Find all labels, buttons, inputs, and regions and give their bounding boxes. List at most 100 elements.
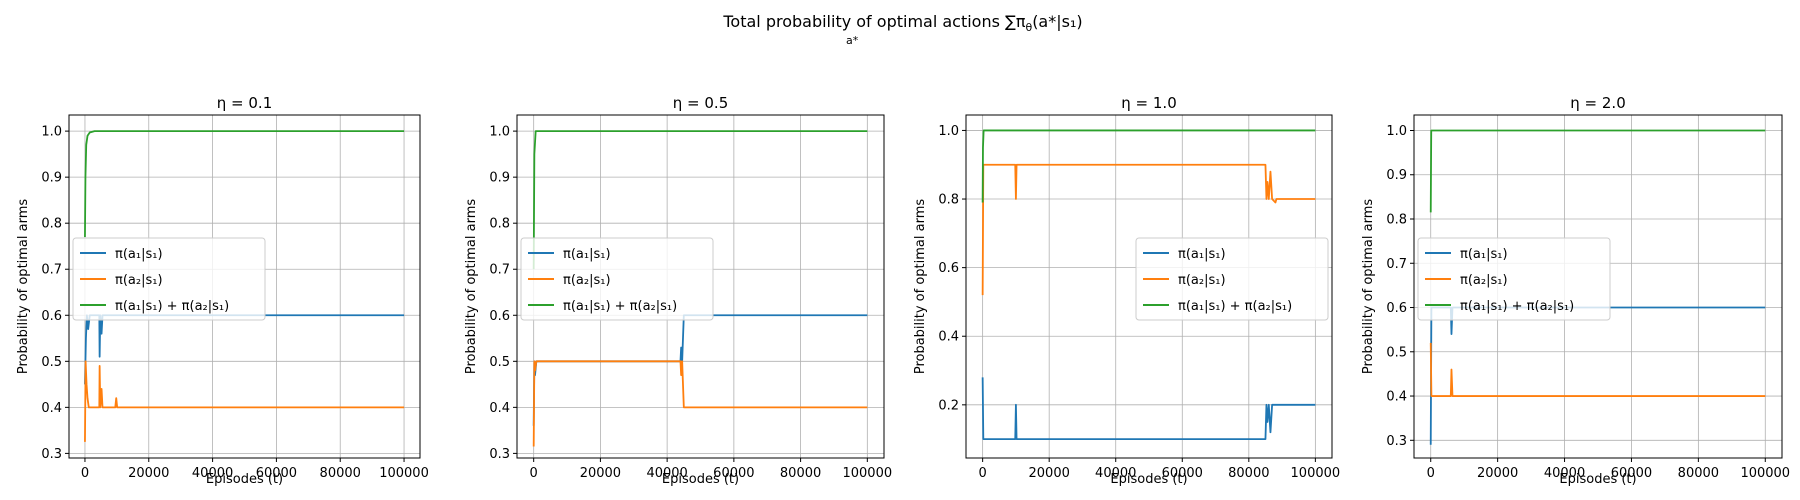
x-tick-label-4: 80000 bbox=[1678, 466, 1719, 481]
y-tick-label-2: 0.5 bbox=[41, 355, 62, 370]
chart-panel-1: 0 20000 40000 60000 80000 100000 0.3 0.4 0.5 0.6 0… bbox=[16, 94, 429, 487]
legend: π(a₁|s₁) π(a₂|s₁) π(a₁|s₁) + π(a₂|s₁) bbox=[1135, 237, 1329, 321]
series-line-s2 bbox=[532, 360, 868, 447]
y-tick-label-4: 1.0 bbox=[938, 124, 959, 139]
y-tick-label-6: 0.9 bbox=[41, 171, 62, 186]
suptitle-main: Total probability of optimal actions ∑π bbox=[722, 12, 1025, 31]
plot-frame bbox=[965, 114, 1333, 459]
x-axis-label: Episodes (t) bbox=[1110, 472, 1187, 487]
legend-label-s3: π(a₁|s₁) + π(a₂|s₁) bbox=[563, 299, 677, 314]
legend: π(a₁|s₁) π(a₂|s₁) π(a₁|s₁) + π(a₂|s₁) bbox=[72, 237, 266, 321]
suptitle-under: a* bbox=[846, 34, 859, 47]
y-tick-label-1: 0.4 bbox=[41, 401, 62, 416]
x-tick-label-2: 40000 bbox=[1095, 466, 1136, 481]
x-axis-label: Episodes (t) bbox=[206, 472, 283, 487]
y-tick-label-0: 0.3 bbox=[1386, 434, 1407, 449]
legend-label-s3: π(a₁|s₁) + π(a₂|s₁) bbox=[115, 299, 229, 314]
y-tick-label-1: 0.4 bbox=[938, 330, 959, 345]
legend-box bbox=[1417, 237, 1611, 321]
x-tick-label-2: 40000 bbox=[192, 466, 233, 481]
y-tick-label-4: 0.7 bbox=[489, 263, 510, 278]
legend: π(a₁|s₁) π(a₂|s₁) π(a₁|s₁) + π(a₂|s₁) bbox=[520, 237, 714, 321]
y-tick-label-4: 0.7 bbox=[41, 263, 62, 278]
y-tick-label-3: 0.8 bbox=[938, 193, 959, 208]
y-tick-label-3: 0.6 bbox=[1386, 301, 1407, 316]
series-line-s1 bbox=[981, 377, 1316, 441]
x-tick-label-0: 0 bbox=[1427, 466, 1435, 481]
legend-label-s1: π(a₁|s₁) bbox=[563, 247, 611, 262]
chart-panel-3: 0 20000 40000 60000 80000 100000 0.2 0.4 0.6 0.8 1… bbox=[913, 94, 1340, 487]
legend-label-s1: π(a₁|s₁) bbox=[1460, 247, 1508, 262]
suptitle-tail: (a*|s₁) bbox=[1032, 12, 1082, 31]
panel-title: η = 2.0 bbox=[1570, 94, 1625, 112]
series-line-s2 bbox=[981, 163, 1316, 296]
x-tick-label-4: 80000 bbox=[1228, 466, 1269, 481]
series-line-s3 bbox=[1429, 129, 1766, 213]
suptitle-sub: θ bbox=[1025, 21, 1032, 34]
series-line-s2 bbox=[1429, 342, 1766, 397]
y-tick-label-5: 0.8 bbox=[41, 217, 62, 232]
y-tick-label-6: 0.9 bbox=[489, 171, 510, 186]
legend-label-s3: π(a₁|s₁) + π(a₂|s₁) bbox=[1460, 299, 1574, 314]
legend-box bbox=[520, 237, 714, 321]
chart-panel-2: 0 20000 40000 60000 80000 100000 0.3 0.4 0.5 0.6 0… bbox=[464, 94, 892, 487]
x-tick-label-0: 0 bbox=[530, 466, 538, 481]
chart-panel-4: 0 20000 40000 60000 80000 100000 0.3 0.4 0.5 0.6 0… bbox=[1361, 94, 1790, 487]
y-tick-label-5: 0.8 bbox=[1386, 213, 1407, 228]
x-tick-label-2: 40000 bbox=[646, 466, 687, 481]
legend-label-s2: π(a₂|s₁) bbox=[563, 273, 611, 288]
x-tick-label-0: 0 bbox=[978, 466, 986, 481]
series-line-s1 bbox=[532, 314, 868, 426]
x-tick-label-1: 20000 bbox=[580, 466, 621, 481]
legend-label-s1: π(a₁|s₁) bbox=[115, 247, 163, 262]
series-line-s1 bbox=[84, 314, 405, 385]
y-tick-label-7: 1.0 bbox=[489, 125, 510, 140]
x-tick-label-5: 100000 bbox=[1740, 466, 1790, 481]
x-axis-label: Episodes (t) bbox=[1559, 472, 1636, 487]
x-tick-label-5: 100000 bbox=[379, 466, 429, 481]
y-tick-label-2: 0.5 bbox=[489, 355, 510, 370]
plot-frame bbox=[516, 114, 885, 459]
x-axis-label: Episodes (t) bbox=[662, 472, 739, 487]
y-tick-label-2: 0.5 bbox=[1386, 345, 1407, 360]
series-line-s3 bbox=[532, 130, 868, 270]
y-axis-label: Probability of optimal arms bbox=[464, 199, 479, 375]
y-tick-label-3: 0.6 bbox=[41, 309, 62, 324]
series-line-s1 bbox=[1429, 306, 1766, 445]
legend-box bbox=[1135, 237, 1329, 321]
legend-box bbox=[72, 237, 266, 321]
y-tick-label-7: 1.0 bbox=[1386, 124, 1407, 139]
figure-suptitle: Total probability of optimal actions ∑πθ… bbox=[722, 12, 1082, 34]
series-line-s3 bbox=[981, 129, 1316, 203]
y-tick-label-0: 0.3 bbox=[41, 447, 62, 462]
x-tick-label-2: 40000 bbox=[1544, 466, 1585, 481]
y-tick-label-0: 0.2 bbox=[938, 398, 959, 413]
y-tick-label-3: 0.6 bbox=[489, 309, 510, 324]
legend: π(a₁|s₁) π(a₂|s₁) π(a₁|s₁) + π(a₂|s₁) bbox=[1417, 237, 1611, 321]
y-axis-label: Probability of optimal arms bbox=[913, 199, 928, 375]
legend-label-s2: π(a₂|s₁) bbox=[1178, 273, 1226, 288]
y-tick-label-7: 1.0 bbox=[41, 125, 62, 140]
x-tick-label-5: 100000 bbox=[1291, 466, 1341, 481]
x-tick-label-4: 80000 bbox=[320, 466, 361, 481]
panel-title: η = 0.1 bbox=[217, 94, 272, 112]
y-tick-label-6: 0.9 bbox=[1386, 168, 1407, 183]
x-tick-label-4: 80000 bbox=[780, 466, 821, 481]
panels: 0 20000 40000 60000 80000 1000000.30.40.50.60… bbox=[16, 94, 1790, 487]
series-line-s2 bbox=[84, 360, 405, 442]
y-tick-label-2: 0.6 bbox=[938, 261, 959, 276]
legend-label-s3: π(a₁|s₁) + π(a₂|s₁) bbox=[1178, 299, 1292, 314]
legend-label-s1: π(a₁|s₁) bbox=[1178, 247, 1226, 262]
series-line-s3 bbox=[84, 130, 405, 238]
x-tick-label-5: 100000 bbox=[842, 466, 892, 481]
panel-title: η = 0.5 bbox=[673, 94, 728, 112]
x-tick-label-1: 20000 bbox=[128, 466, 169, 481]
x-tick-label-1: 20000 bbox=[1029, 466, 1070, 481]
y-tick-label-4: 0.7 bbox=[1386, 257, 1407, 272]
plot-frame bbox=[1413, 114, 1783, 459]
y-axis-label: Probability of optimal arms bbox=[16, 199, 31, 375]
y-tick-label-5: 0.8 bbox=[489, 217, 510, 232]
x-tick-label-1: 20000 bbox=[1477, 466, 1518, 481]
legend-label-s2: π(a₂|s₁) bbox=[115, 273, 163, 288]
